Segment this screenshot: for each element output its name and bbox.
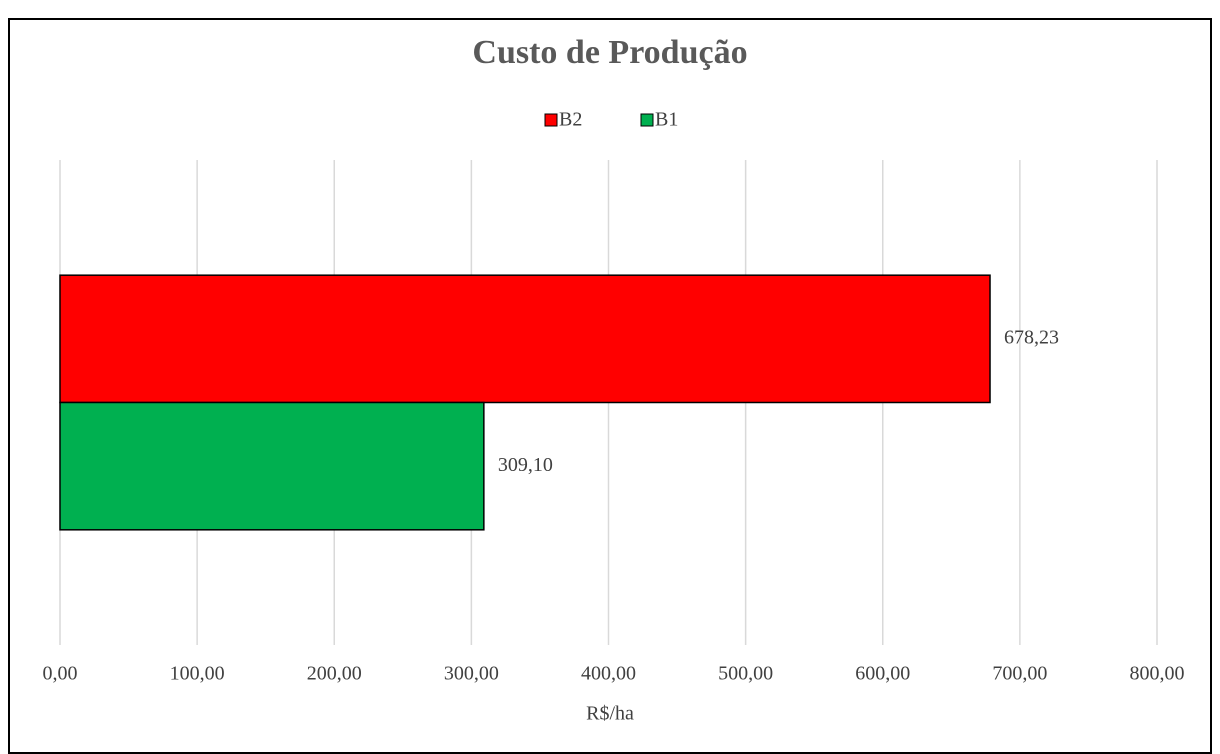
- legend-label: B2: [559, 109, 582, 131]
- x-tick-label: 500,00: [718, 663, 773, 685]
- x-tick-label: 400,00: [581, 663, 636, 685]
- x-tick-label: 200,00: [307, 663, 362, 685]
- x-tick-label: 300,00: [444, 663, 499, 685]
- x-tick-label: 600,00: [855, 663, 910, 685]
- legend-swatch: [544, 113, 558, 127]
- legend-swatch: [640, 113, 654, 127]
- bar: [59, 274, 991, 404]
- legend-label: B1: [655, 109, 678, 131]
- x-tick-label: 800,00: [1130, 663, 1185, 685]
- data-label: 309,10: [498, 454, 553, 476]
- x-tick-label: 0,00: [43, 663, 78, 685]
- chart-title: Custo de Produção: [472, 34, 747, 71]
- x-tick-label: 100,00: [170, 663, 225, 685]
- data-label: 678,23: [1004, 326, 1059, 348]
- x-axis-label: R$/ha: [586, 703, 634, 725]
- bar: [59, 401, 485, 531]
- x-tick-label: 700,00: [992, 663, 1047, 685]
